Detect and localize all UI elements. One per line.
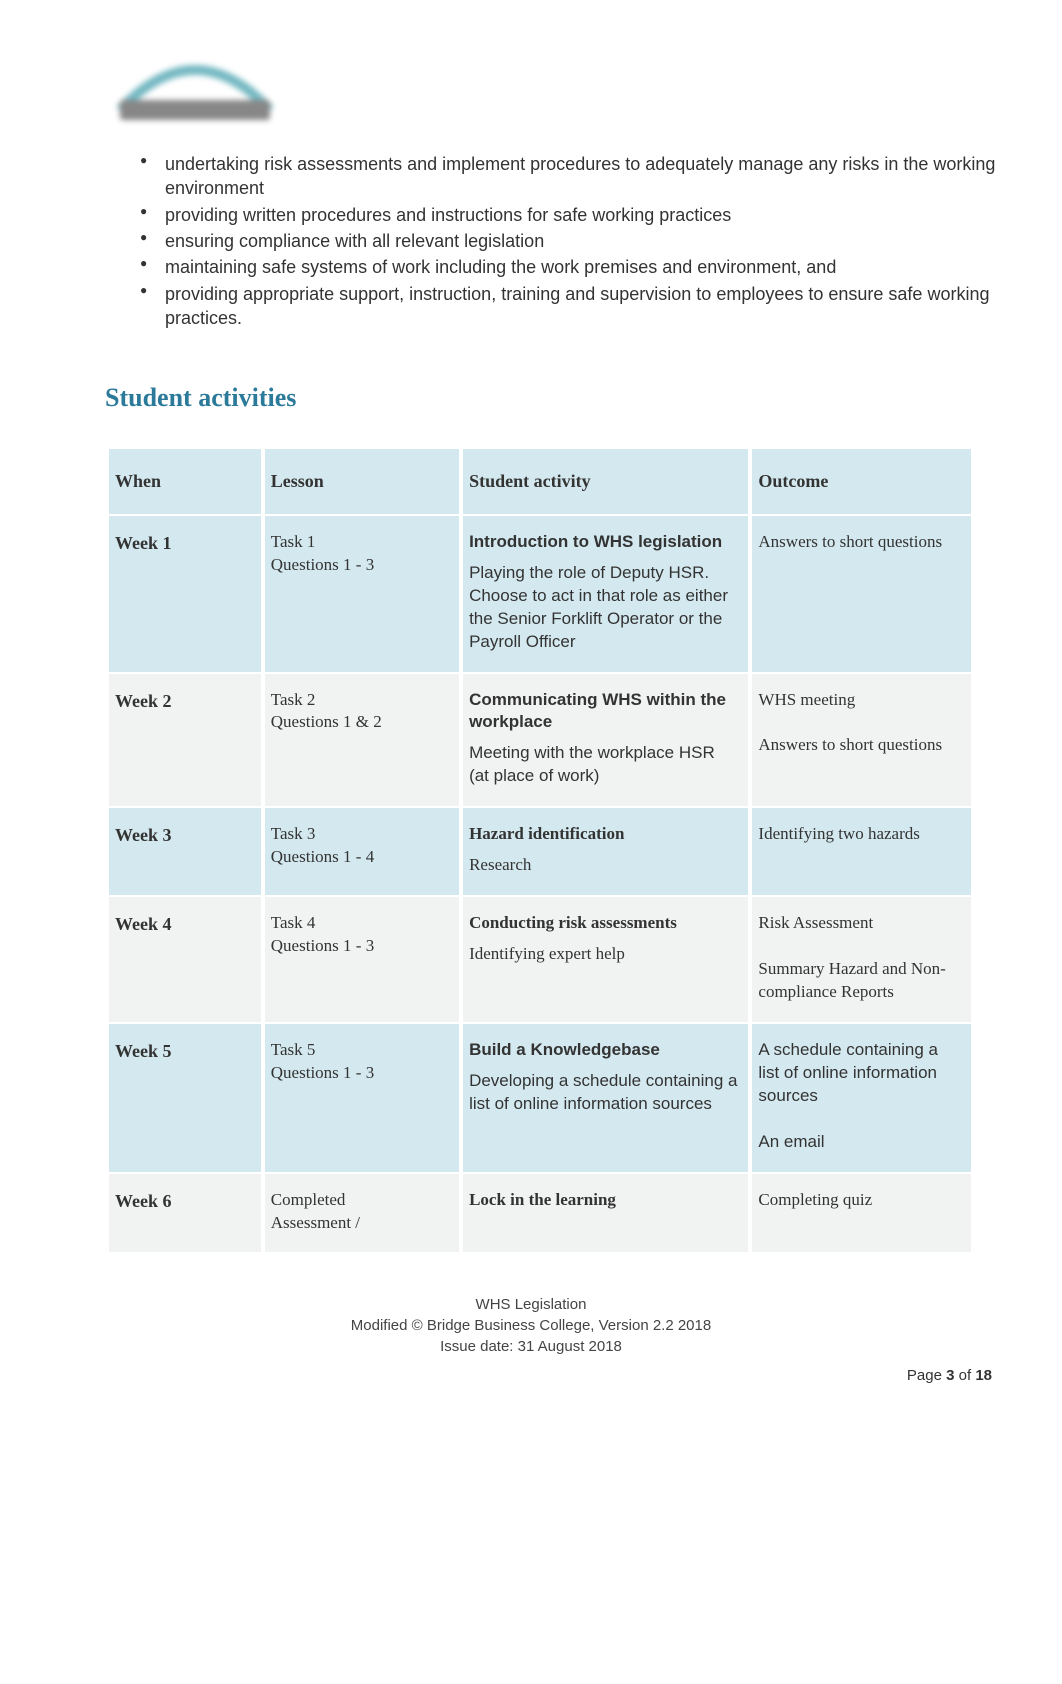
lesson-questions: Questions 1 - 4	[271, 847, 374, 866]
activity-title: Build a Knowledgebase	[469, 1039, 738, 1062]
page-number: Page 3 of 18	[60, 1365, 1002, 1386]
table-row: Week 2 Task 2 Questions 1 & 2 Communicat…	[109, 674, 971, 807]
cell-outcome: Identifying two hazards	[752, 808, 971, 895]
outcome-text: Answers to short questions	[758, 735, 942, 754]
footer: WHS Legislation Modified © Bridge Busine…	[60, 1294, 1002, 1357]
outcome-text: Risk Assessment	[758, 913, 873, 932]
activity-title: Lock in the learning	[469, 1189, 738, 1212]
page-prefix: Page	[907, 1367, 946, 1384]
cell-when: Week 1	[109, 516, 261, 672]
lesson-task: Completed	[271, 1190, 346, 1209]
cell-activity: Hazard identification Research	[463, 808, 748, 895]
cell-when: Week 6	[109, 1174, 261, 1253]
page-of: of	[954, 1367, 975, 1384]
lesson-task: Task 3	[271, 824, 316, 843]
table-row: Week 4 Task 4 Questions 1 - 3 Conducting…	[109, 897, 971, 1022]
outcome-text: Summary Hazard and Non-compliance Report…	[758, 959, 945, 1001]
activities-table: When Lesson Student activity Outcome Wee…	[105, 447, 975, 1255]
cell-activity: Build a Knowledgebase Developing a sched…	[463, 1024, 748, 1172]
lesson-task: Task 1	[271, 532, 316, 551]
cell-outcome: Answers to short questions	[752, 516, 971, 672]
cell-activity: Communicating WHS within the workplace M…	[463, 674, 748, 807]
table-row: Week 1 Task 1 Questions 1 - 3 Introducti…	[109, 516, 971, 672]
cell-activity: Introduction to WHS legislation Playing …	[463, 516, 748, 672]
activity-body: Playing the role of Deputy HSR. Choose t…	[469, 563, 728, 651]
lesson-task: Task 5	[271, 1040, 316, 1059]
cell-when: Week 3	[109, 808, 261, 895]
cell-outcome: WHS meeting Answers to short questions	[752, 674, 971, 807]
bullet-item: providing appropriate support, instructi…	[140, 282, 1002, 331]
cell-lesson: Completed Assessment /	[265, 1174, 459, 1253]
cell-when: Week 5	[109, 1024, 261, 1172]
lesson-questions: Questions 1 & 2	[271, 712, 382, 731]
logo	[110, 40, 1002, 137]
cell-when: Week 4	[109, 897, 261, 1022]
activity-body: Developing a schedule containing a list …	[469, 1071, 737, 1113]
col-header-outcome: Outcome	[752, 449, 971, 514]
lesson-questions: Assessment /	[271, 1213, 360, 1232]
bullet-list: undertaking risk assessments and impleme…	[140, 152, 1002, 330]
cell-lesson: Task 2 Questions 1 & 2	[265, 674, 459, 807]
cell-when: Week 2	[109, 674, 261, 807]
outcome-text: Completing quiz	[758, 1190, 872, 1209]
activity-body: Identifying expert help	[469, 944, 625, 963]
cell-activity: Conducting risk assessments Identifying …	[463, 897, 748, 1022]
lesson-task: Task 4	[271, 913, 316, 932]
bullet-item: providing written procedures and instruc…	[140, 203, 1002, 227]
footer-line1: WHS Legislation	[60, 1294, 1002, 1315]
table-row: Week 3 Task 3 Questions 1 - 4 Hazard ide…	[109, 808, 971, 895]
activity-body: Meeting with the workplace HSR (at place…	[469, 743, 715, 785]
cell-outcome: Completing quiz	[752, 1174, 971, 1253]
activity-title: Introduction to WHS legislation	[469, 531, 738, 554]
outcome-text: Answers to short questions	[758, 532, 942, 551]
lesson-task: Task 2	[271, 690, 316, 709]
table-row: Week 5 Task 5 Questions 1 - 3 Build a Kn…	[109, 1024, 971, 1172]
bullet-item: maintaining safe systems of work includi…	[140, 255, 1002, 279]
cell-outcome: A schedule containing a list of online i…	[752, 1024, 971, 1172]
cell-lesson: Task 4 Questions 1 - 3	[265, 897, 459, 1022]
outcome-text: An email	[758, 1132, 824, 1151]
lesson-questions: Questions 1 - 3	[271, 555, 374, 574]
col-header-lesson: Lesson	[265, 449, 459, 514]
cell-activity: Lock in the learning	[463, 1174, 748, 1253]
activity-title: Conducting risk assessments	[469, 912, 738, 935]
activity-body: Research	[469, 855, 531, 874]
cell-outcome: Risk Assessment Summary Hazard and Non-c…	[752, 897, 971, 1022]
bullet-item: undertaking risk assessments and impleme…	[140, 152, 1002, 201]
section-heading: Student activities	[105, 380, 1002, 416]
table-row: Week 6 Completed Assessment / Lock in th…	[109, 1174, 971, 1253]
activity-title: Communicating WHS within the workplace	[469, 689, 738, 735]
cell-lesson: Task 3 Questions 1 - 4	[265, 808, 459, 895]
col-header-activity: Student activity	[463, 449, 748, 514]
lesson-questions: Questions 1 - 3	[271, 936, 374, 955]
cell-lesson: Task 1 Questions 1 - 3	[265, 516, 459, 672]
footer-line3: Issue date: 31 August 2018	[60, 1336, 1002, 1357]
activity-title: Hazard identification	[469, 823, 738, 846]
cell-lesson: Task 5 Questions 1 - 3	[265, 1024, 459, 1172]
page-total: 18	[975, 1367, 992, 1384]
outcome-text: A schedule containing a list of online i…	[758, 1040, 938, 1105]
bullet-item: ensuring compliance with all relevant le…	[140, 229, 1002, 253]
footer-line2: Modified © Bridge Business College, Vers…	[60, 1315, 1002, 1336]
table-header-row: When Lesson Student activity Outcome	[109, 449, 971, 514]
outcome-text: Identifying two hazards	[758, 824, 919, 843]
col-header-when: When	[109, 449, 261, 514]
outcome-text: WHS meeting	[758, 690, 855, 709]
lesson-questions: Questions 1 - 3	[271, 1063, 374, 1082]
